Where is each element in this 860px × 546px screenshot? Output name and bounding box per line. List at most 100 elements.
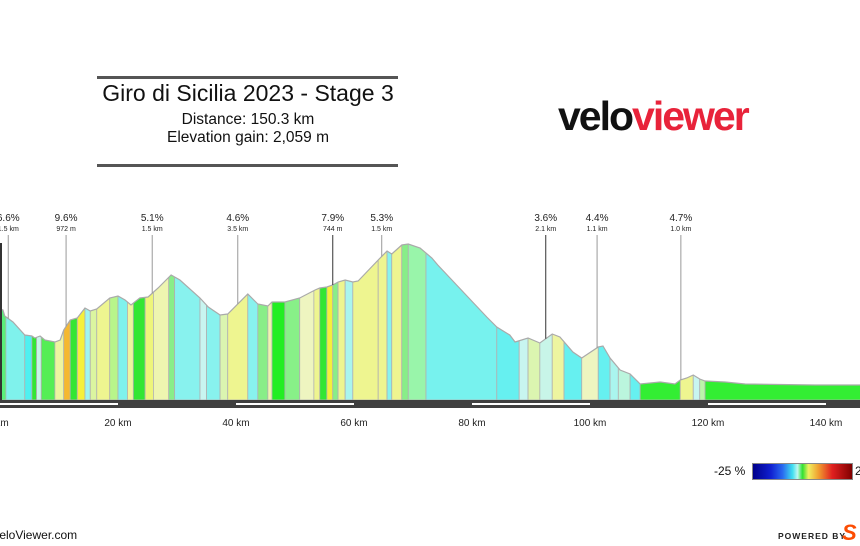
gradient-segment xyxy=(24,244,33,400)
gradient-segment xyxy=(518,244,529,400)
gradient-segment xyxy=(40,244,56,400)
x-tick-label: 100 km xyxy=(574,418,607,429)
gradient-segment xyxy=(299,244,315,400)
climb-gradient-label: 3.6% xyxy=(534,213,557,224)
distance-bar xyxy=(0,400,860,408)
gradient-segment xyxy=(704,244,860,400)
x-tick-label: 120 km xyxy=(692,418,725,429)
gradient-segment xyxy=(152,244,170,400)
legend-max-label: 2 xyxy=(855,464,860,478)
gradient-segment xyxy=(127,244,134,400)
gradient-segment xyxy=(425,244,498,400)
gradient-segment xyxy=(132,244,146,400)
veloviewer-logo: veloviewer xyxy=(558,93,750,140)
gradient-segment xyxy=(692,244,701,400)
gradient-segment xyxy=(699,244,706,400)
gradient-segment xyxy=(257,244,269,400)
gradient-segment xyxy=(54,244,65,400)
gradient-segment xyxy=(629,244,641,400)
climb-length-label: 744 m xyxy=(323,226,343,233)
gradient-segment xyxy=(247,244,259,400)
x-tick-label: km xyxy=(0,418,9,429)
x-tick-label: 40 km xyxy=(222,418,249,429)
x-tick-label: 80 km xyxy=(458,418,485,429)
gradient-segment xyxy=(496,244,520,400)
gradient-segment xyxy=(199,244,207,400)
gradient-segment xyxy=(377,244,388,400)
x-tick-label: 20 km xyxy=(104,418,131,429)
gradient-segment xyxy=(117,244,128,400)
gradient-segment xyxy=(109,244,119,400)
gradient-segment xyxy=(391,244,403,400)
gradient-segment xyxy=(337,244,346,400)
logo-velo: velo xyxy=(558,93,634,139)
strava-logo: S xyxy=(842,520,857,545)
x-tick-label: 140 km xyxy=(810,418,843,429)
climb-length-label: 1.1 km xyxy=(587,226,608,233)
gradient-segment xyxy=(581,244,599,400)
gradient-segment xyxy=(96,244,111,400)
climb-length-label: 3.5 km xyxy=(227,226,248,233)
gradient-segment xyxy=(597,244,611,400)
climb-length-label: 2.1 km xyxy=(535,226,556,233)
climb-gradient-label: 5.3% xyxy=(370,213,393,224)
climb-length-label: 1.5 km xyxy=(371,226,392,233)
gradient-legend-bar xyxy=(752,463,853,480)
gradient-segment xyxy=(639,244,681,400)
gradient-segment xyxy=(36,244,42,400)
climb-gradient-label: 4.4% xyxy=(586,213,609,224)
climb-gradient-label: 5.1% xyxy=(141,213,164,224)
distance-bar-dash xyxy=(472,403,590,405)
distance-bar-dash xyxy=(708,403,826,405)
elevation-gain-text: Elevation gain: 2,059 m xyxy=(167,129,329,146)
gradient-segment xyxy=(89,244,98,400)
climb-length-label: 1.5 km xyxy=(142,226,163,233)
title-rule-top xyxy=(97,76,398,79)
gradient-segment xyxy=(174,244,201,400)
climb-length-label: 1.5 km xyxy=(0,226,19,233)
distance-bar-dash xyxy=(236,403,354,405)
distance-text: Distance: 150.3 km xyxy=(181,111,315,128)
gradient-segment xyxy=(679,244,694,400)
title-rule-bottom xyxy=(97,164,398,167)
climb-gradient-label: 9.6% xyxy=(55,213,78,224)
gradient-segment xyxy=(267,244,273,400)
climb-gradient-label: 7.9% xyxy=(321,213,344,224)
gradient-segment xyxy=(326,244,334,400)
gradient-segment xyxy=(401,244,409,400)
distance-bar-dash xyxy=(0,403,118,405)
gradient-segment xyxy=(271,244,286,400)
gradient-segment xyxy=(319,244,328,400)
gradient-segment xyxy=(63,244,71,400)
legend-min-label: -25 % xyxy=(714,464,746,478)
page-title: Giro di Sicilia 2023 - Stage 3 xyxy=(102,80,394,106)
gradient-segment xyxy=(563,244,583,400)
gradient-segment xyxy=(551,244,565,400)
gradient-segment xyxy=(344,244,354,400)
gradient-segment xyxy=(386,244,393,400)
elevation-profile-chart: km 20 km 40 km 60 km 80 km 100 km 120 km 140 km… xyxy=(0,213,860,429)
gradient-segment xyxy=(313,244,321,400)
climb-length-label: 1.0 km xyxy=(670,226,691,233)
powered-by-text: POWERED BY xyxy=(778,531,847,541)
gradient-segment xyxy=(527,244,541,400)
climb-gradient-label: 4.7% xyxy=(669,213,692,224)
gradient-segment xyxy=(284,244,301,400)
gradient-segment xyxy=(407,244,427,400)
x-tick-label: 60 km xyxy=(340,418,367,429)
footer-site-link[interactable]: VeloViewer.com xyxy=(0,528,78,542)
gradient-segment xyxy=(69,244,78,400)
gradient-segment xyxy=(617,244,631,400)
gradient-segment xyxy=(219,244,229,400)
start-marker xyxy=(0,243,2,400)
gradient-segment xyxy=(206,244,221,400)
gradient-segment xyxy=(352,244,379,400)
logo-viewer: viewer xyxy=(632,93,750,139)
gradient-segment xyxy=(76,244,86,400)
gradient-segments xyxy=(0,244,860,400)
gradient-segment xyxy=(31,244,37,400)
gradient-segment xyxy=(332,244,339,400)
climb-gradient-label: 6.6% xyxy=(0,213,20,224)
climb-length-label: 972 m xyxy=(56,226,76,233)
gradient-segment xyxy=(84,244,91,400)
